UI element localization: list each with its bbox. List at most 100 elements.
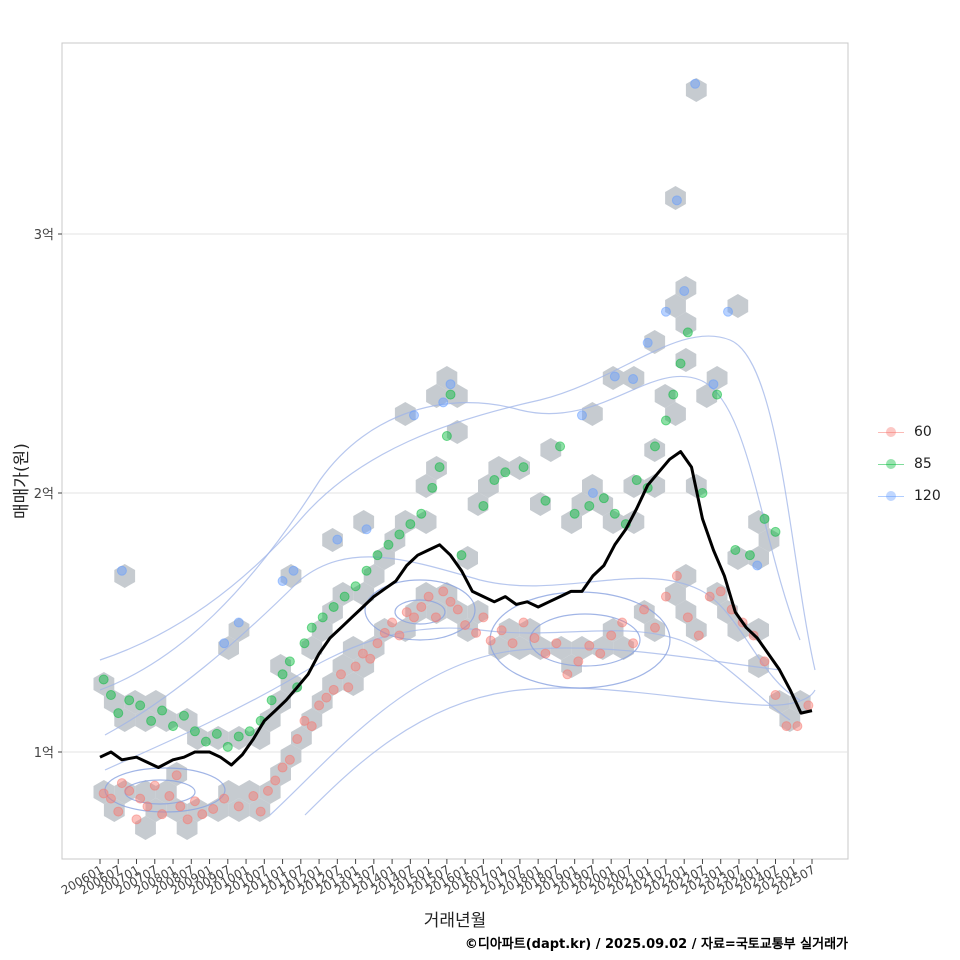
point-85 [675, 358, 686, 369]
hexbin-cell [332, 654, 354, 678]
point-85 [135, 700, 146, 711]
hexbin-cell [259, 708, 281, 732]
point-60 [770, 690, 781, 701]
legend-key-85 [876, 454, 906, 474]
point-85 [569, 508, 580, 519]
point-60 [208, 803, 219, 814]
point-60 [131, 814, 142, 825]
hexbin-cell [384, 528, 406, 552]
point-85 [518, 462, 529, 473]
point-120 [361, 524, 372, 535]
point-85 [277, 669, 288, 680]
point-85 [660, 415, 671, 426]
point-60 [423, 591, 434, 602]
point-60 [299, 715, 310, 726]
point-120 [277, 576, 288, 587]
point-85 [157, 705, 168, 716]
hexbin-cell [270, 690, 291, 714]
y-tick-label: 3억 [34, 228, 54, 243]
hexbin-cell [301, 708, 323, 732]
hexbin-cell [665, 186, 686, 210]
point-85 [441, 431, 452, 442]
point-85 [211, 728, 222, 739]
hexbin-cell [353, 654, 375, 678]
point-120 [671, 195, 682, 206]
point-60 [157, 809, 168, 820]
hexbin-cell [394, 510, 416, 534]
point-60 [248, 791, 259, 802]
hexbin-cell [561, 654, 582, 678]
point-60 [660, 591, 671, 602]
point-60 [270, 775, 281, 786]
point-85 [730, 544, 741, 555]
point-85 [759, 513, 770, 524]
hexbin-cell [675, 312, 697, 336]
legend-item-85: 85 [876, 448, 941, 480]
trend-layer [99, 450, 813, 769]
point-60 [233, 801, 244, 812]
point-60 [105, 793, 116, 804]
hexbin-cell [301, 636, 323, 660]
point-85 [682, 327, 693, 338]
point-120 [445, 379, 456, 390]
hexbin-cell [405, 600, 427, 624]
hexbin-cell [176, 708, 198, 732]
hexbin-cell [415, 510, 437, 534]
hexbin-cell [633, 600, 655, 624]
point-60 [142, 801, 153, 812]
hexbin-cell [187, 798, 208, 822]
hexbin-cell [478, 474, 499, 498]
hexbin-cell [239, 780, 260, 804]
hexbin-cell [789, 690, 811, 714]
hexbin-cell [530, 636, 551, 660]
point-60 [639, 604, 650, 615]
legend-key-120 [876, 486, 906, 506]
point-85 [478, 500, 489, 511]
scatter-points [98, 78, 814, 825]
point-85 [456, 550, 467, 561]
point-120 [723, 306, 734, 317]
point-60 [471, 627, 482, 638]
point-85 [770, 526, 781, 537]
hexbin-cell [706, 366, 728, 390]
point-60 [343, 682, 354, 693]
point-60 [306, 721, 317, 732]
hexbin-cell [353, 510, 375, 534]
y-axis: 1억 2억 3억 [34, 228, 62, 761]
point-120 [233, 617, 244, 628]
contour-line [99, 335, 816, 671]
x-axis-title: 거래년월 [423, 911, 487, 931]
hexbin-cell [592, 636, 614, 660]
legend-label: 60 [914, 424, 932, 440]
point-120 [332, 534, 343, 545]
source-caption: ©디아파트(dapt.kr) / 2025.09.02 / 자료=국토교통부 실… [464, 937, 848, 952]
point-60 [496, 625, 507, 636]
point-60 [529, 633, 540, 644]
contour-line [104, 556, 801, 736]
point-120 [587, 488, 598, 498]
hexbin-cell [675, 564, 697, 588]
point-85 [317, 612, 328, 623]
point-85 [222, 741, 233, 752]
point-60 [171, 770, 182, 781]
point-85 [445, 389, 456, 400]
point-85 [394, 529, 405, 540]
point-60 [379, 627, 390, 638]
point-85 [489, 475, 500, 486]
point-85 [649, 441, 660, 452]
point-85 [383, 539, 394, 550]
point-60 [759, 656, 770, 667]
hexbin-cell [311, 618, 333, 642]
hexbin-cell [644, 618, 666, 642]
point-85 [233, 731, 244, 742]
hexbin-cell [748, 510, 769, 534]
hexbin-cell [103, 690, 125, 714]
point-85 [631, 475, 642, 486]
hexbin-cell [218, 780, 239, 804]
hexbin-cell [280, 564, 302, 588]
point-60 [277, 762, 288, 773]
point-60 [416, 601, 427, 612]
point-60 [671, 570, 682, 581]
hexbin-cell [342, 672, 364, 696]
point-85 [350, 581, 361, 592]
